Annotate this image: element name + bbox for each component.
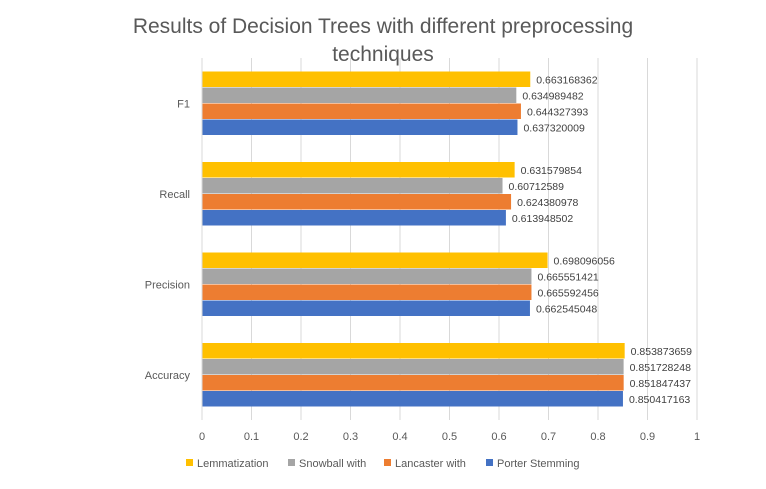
bar-snowball-with-f1 <box>202 87 517 103</box>
legend-swatch-porter-stemming <box>486 459 493 466</box>
x-tick-label: 0.2 <box>293 431 308 443</box>
data-label-porter-stemming-precision: 0.662545048 <box>536 303 597 315</box>
x-tick-label: 0.4 <box>392 431 407 443</box>
bar-lemmatization-accuracy <box>202 343 625 359</box>
bar-porter-stemming-precision <box>202 300 530 316</box>
data-label-snowball-with-recall: 0.60712589 <box>509 181 565 193</box>
category-label-accuracy: Accuracy <box>145 370 191 382</box>
data-label-snowball-with-precision: 0.665551421 <box>537 271 598 283</box>
legend-label-lancaster-with: Lancaster with <box>395 458 466 470</box>
bar-lancaster-with-precision <box>202 284 532 300</box>
bar-lancaster-with-f1 <box>202 103 521 119</box>
data-label-porter-stemming-recall: 0.613948502 <box>512 213 573 225</box>
x-tick-label: 0.1 <box>244 431 259 443</box>
x-tick-label: 0.8 <box>590 431 605 443</box>
x-tick-label: 0.3 <box>343 431 358 443</box>
axes: 0 0.1 0.2 0.3 0.4 0.5 0.6 0.7 0.8 0.9 1 Accuracy Pre… <box>145 58 700 443</box>
data-label-lemmatization-recall: 0.631579854 <box>521 165 582 177</box>
data-labels: 0.850417163 0.851847437 0.851728248 0.85387… <box>509 74 693 406</box>
data-label-lancaster-with-recall: 0.624380978 <box>517 197 578 209</box>
data-label-porter-stemming-f1: 0.637320009 <box>523 122 584 134</box>
data-label-snowball-with-accuracy: 0.851728248 <box>630 362 691 374</box>
data-label-lemmatization-precision: 0.698096056 <box>554 255 615 267</box>
legend-label-lemmatization: Lemmatization <box>197 458 269 470</box>
data-label-porter-stemming-accuracy: 0.850417163 <box>629 394 690 406</box>
chart-title-line-1: Results of Decision Trees with different… <box>133 15 633 38</box>
category-label-precision: Precision <box>145 279 190 291</box>
x-tick-label: 1 <box>694 431 700 443</box>
category-label-recall: Recall <box>159 189 190 201</box>
bar-lemmatization-recall <box>202 162 515 178</box>
data-label-lancaster-with-accuracy: 0.851847437 <box>630 378 691 390</box>
bar-porter-stemming-accuracy <box>202 391 623 407</box>
bar-snowball-with-recall <box>202 178 503 194</box>
bar-lancaster-with-accuracy <box>202 375 624 391</box>
bar-porter-stemming-recall <box>202 210 506 226</box>
legend-swatch-lemmatization <box>186 459 193 466</box>
bar-lancaster-with-recall <box>202 194 512 210</box>
data-label-lemmatization-f1: 0.663168362 <box>536 74 597 86</box>
x-tick-label: 0 <box>199 431 205 443</box>
x-tick-label: 0.9 <box>640 431 655 443</box>
data-label-lancaster-with-f1: 0.644327393 <box>527 106 588 118</box>
bar-lemmatization-precision <box>202 252 548 268</box>
category-label-f1: F1 <box>177 98 190 110</box>
legend: Lemmatization Snowball with Lancaster with… <box>186 458 580 470</box>
bar-snowball-with-accuracy <box>202 359 624 375</box>
data-label-lemmatization-accuracy: 0.853873659 <box>631 346 692 358</box>
legend-swatch-lancaster-with <box>384 459 391 466</box>
data-label-snowball-with-f1: 0.634989482 <box>522 90 583 102</box>
bar-porter-stemming-f1 <box>202 119 518 135</box>
bars <box>202 71 625 407</box>
x-tick-label: 0.6 <box>491 431 506 443</box>
bar-lemmatization-f1 <box>202 71 531 87</box>
data-label-lancaster-with-precision: 0.665592456 <box>537 287 598 299</box>
legend-label-porter-stemming: Porter Stemming <box>497 458 580 470</box>
chart-title-line-2: techniques <box>332 43 434 66</box>
legend-label-snowball-with: Snowball with <box>299 458 366 470</box>
x-tick-label: 0.5 <box>442 431 457 443</box>
x-tick-label: 0.7 <box>541 431 556 443</box>
bar-snowball-with-precision <box>202 268 532 284</box>
legend-swatch-snowball-with <box>288 459 295 466</box>
